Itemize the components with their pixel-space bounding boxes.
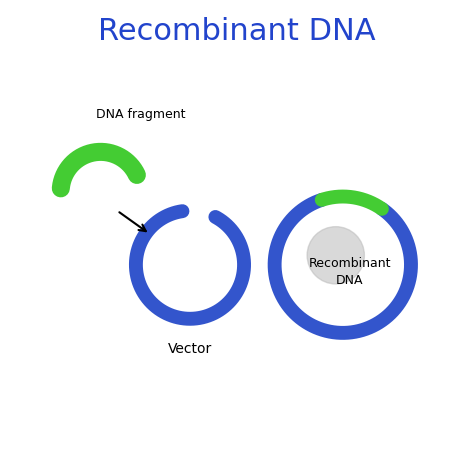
Text: Recombinant
DNA: Recombinant DNA	[309, 257, 391, 287]
Text: DNA fragment: DNA fragment	[96, 108, 185, 121]
Circle shape	[307, 227, 365, 284]
Text: Vector: Vector	[168, 342, 212, 356]
Text: Recombinant DNA: Recombinant DNA	[98, 18, 376, 46]
